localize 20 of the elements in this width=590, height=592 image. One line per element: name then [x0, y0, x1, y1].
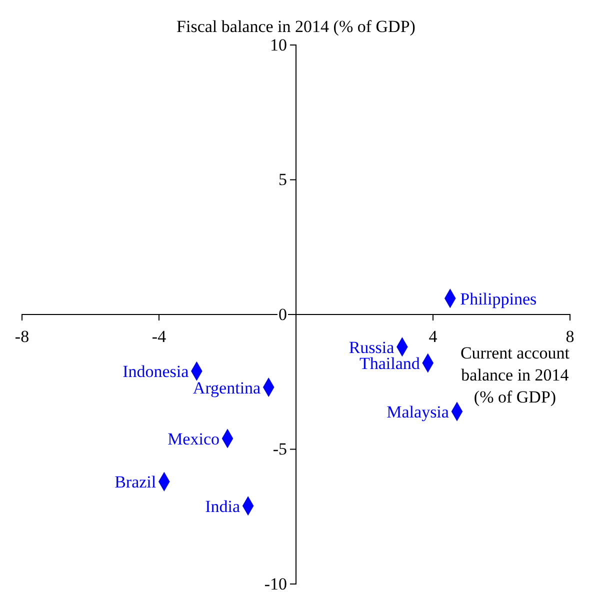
series-label: India	[205, 496, 240, 516]
series-label: Mexico	[168, 429, 220, 448]
series-label: Argentina	[192, 378, 262, 398]
series-label: Russia	[348, 338, 395, 357]
series-label: Thailand	[359, 354, 420, 374]
x-tick-label: 8	[566, 327, 574, 346]
x-tick-label: -8	[14, 327, 30, 346]
series-label: Brazil	[114, 472, 156, 492]
series-label: Indonesia	[122, 362, 190, 382]
x-tick-label: -4	[152, 327, 167, 346]
y-axis-title: Fiscal balance in 2014 (% of GDP)	[176, 17, 416, 36]
x-tick-label: 4	[428, 327, 438, 346]
y-tick-label: 0	[278, 304, 287, 324]
series-label: Philippines	[460, 289, 537, 308]
y-tick-label: -5	[272, 440, 287, 459]
series-label: Malaysia	[386, 402, 450, 422]
y-tick-label: 5	[278, 170, 287, 190]
y-tick-label: -10	[264, 574, 287, 592]
x-axis-title: Current account balance in 2014 (% of GDP)	[460, 344, 570, 407]
y-tick-label: 10	[270, 35, 287, 54]
